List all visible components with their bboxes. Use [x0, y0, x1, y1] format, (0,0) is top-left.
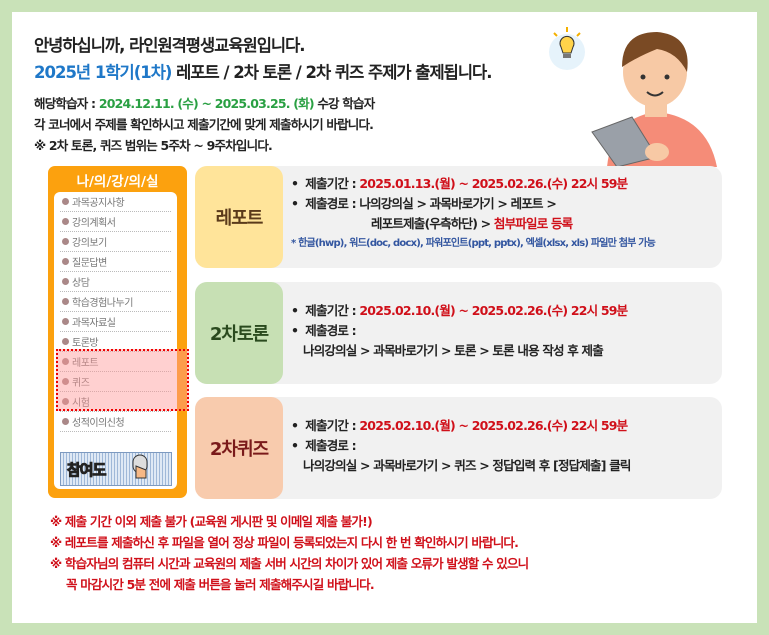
discussion-badge: 2차토론 — [195, 282, 283, 384]
period-label: 제출기간 : — [305, 418, 360, 433]
footer-note: ※ 학습자님의 컴퓨터 시간과 교육원의 제출 서버 시간의 차이가 있어 제출… — [50, 556, 529, 571]
menu-label: 질문답변 — [72, 258, 107, 269]
menu-item-lectures[interactable]: 강의보기 — [60, 232, 171, 252]
footer-note: ※ 제출 기간 이외 제출 불가 (교육원 게시판 및 이메일 제출 불가!) — [50, 514, 373, 529]
menu-item-exam[interactable]: 시험 — [60, 392, 171, 412]
notice-title: 2025년 1학기(1차) 레포트 / 2차 토론 / 2차 퀴즈 주제가 출제… — [34, 59, 492, 83]
menu-item-share[interactable]: 학습경험나누기 — [60, 292, 171, 312]
semester: 2025년 1학기(1차) — [34, 63, 172, 82]
bullet-icon — [62, 338, 69, 345]
menu-item-discussion[interactable]: 토론방 — [60, 332, 171, 352]
highlight-box — [56, 349, 189, 411]
menu-item-syllabus[interactable]: 강의계획서 — [60, 212, 171, 232]
bullet-icon — [62, 398, 69, 405]
notice-details: 해당학습자 : 2024.12.11. (수) ~ 2025.03.25. (화… — [34, 93, 375, 156]
path-label: 제출경로 : — [305, 323, 356, 338]
quiz-details: • 제출기간 : 2025.02.10.(월) ~ 2025.02.26.(수)… — [291, 416, 631, 476]
file-format-note: * 한글(hwp), 워드(doc, docx), 파워포인트(ppt, ppt… — [291, 238, 656, 249]
period-label: 제출기간 : — [305, 176, 360, 191]
menu-label: 토론방 — [72, 338, 99, 349]
title-rest: 레포트 / 2차 토론 / 2차 퀴즈 주제가 출제됩니다. — [171, 63, 492, 82]
participation-button[interactable]: 참여도 — [60, 452, 172, 486]
report-card: 레포트 • 제출기간 : 2025.01.13.(월) ~ 2025.02.26… — [195, 166, 722, 268]
bullet-icon — [62, 278, 69, 285]
my-classroom-menu: 나/의/강/의/실 과목공지사항 강의계획서 강의보기 질문답변 상담 학습경험… — [48, 166, 189, 498]
bullet-icon — [62, 298, 69, 305]
quiz-badge: 2차퀴즈 — [195, 397, 283, 499]
bullet-icon — [62, 378, 69, 385]
bullet-icon — [62, 238, 69, 245]
menu-list: 과목공지사항 강의계획서 강의보기 질문답변 상담 학습경험나누기 과목자료실 … — [54, 192, 189, 489]
bullet-icon — [62, 358, 69, 365]
discussion-details: • 제출기간 : 2025.02.10.(월) ~ 2025.02.26.(수)… — [291, 301, 628, 361]
bullet-icon — [62, 318, 69, 325]
menu-item-qna[interactable]: 질문답변 — [60, 252, 171, 272]
menu-item-materials[interactable]: 과목자료실 — [60, 312, 171, 332]
footer-notes: ※ 제출 기간 이외 제출 불가 (교육원 게시판 및 이메일 제출 불가!) … — [50, 511, 529, 595]
menu-item-grade-appeal[interactable]: 성적이의신청 — [60, 412, 171, 432]
quiz-card: 2차퀴즈 • 제출기간 : 2025.02.10.(월) ~ 2025.02.2… — [195, 397, 722, 499]
submission-period: 2025.02.10.(월) ~ 2025.02.26.(수) 22시 59분 — [359, 418, 628, 433]
submission-path: 나의강의실 > 과목바로가기 > 레포트 > — [359, 196, 556, 211]
menu-label: 시험 — [72, 398, 90, 409]
submission-path: 나의강의실 > 과목바로가기 > 토론 > 토론 내용 작성 후 제출 — [303, 343, 604, 358]
instruction: 각 코너에서 주제를 확인하시고 제출기간에 맞게 제출하시기 바랍니다. — [34, 117, 374, 132]
submission-period: 2025.01.13.(월) ~ 2025.02.26.(수) 22시 59분 — [359, 176, 628, 191]
menu-label: 과목자료실 — [72, 318, 116, 329]
greeting: 안녕하십니까, 라인원격평생교육원입니다. — [34, 36, 306, 55]
target-label: 해당학습자 : — [34, 96, 99, 111]
target-period: 2024.12.11. (수) ~ 2025.03.25. (화) — [98, 96, 315, 111]
menu-label: 퀴즈 — [72, 378, 90, 389]
menu-label: 상담 — [72, 278, 90, 289]
bullet-icon — [62, 418, 69, 425]
menu-item-counsel[interactable]: 상담 — [60, 272, 171, 292]
path-label: 제출경로 : — [305, 196, 360, 211]
target-line: 해당학습자 : 2024.12.11. (수) ~ 2025.03.25. (화… — [34, 93, 375, 114]
submission-period: 2025.02.10.(월) ~ 2025.02.26.(수) 22시 59분 — [359, 303, 628, 318]
notice-page: 안녕하십니까, 라인원격평생교육원입니다. 2025년 1학기(1차) 레포트 … — [12, 12, 757, 623]
scope-note: ※ 2차 토론, 퀴즈 범위는 5주차 ~ 9주차입니다. — [34, 138, 273, 153]
target-suffix: 수강 학습자 — [313, 96, 375, 111]
bullet-icon — [62, 218, 69, 225]
attach-file-note: 첨부파일로 등록 — [493, 216, 573, 231]
submission-path: 나의강의실 > 과목바로가기 > 퀴즈 > 정답입력 후 [정답제출] 클릭 — [303, 458, 631, 473]
student-tablet-illustration — [549, 27, 717, 167]
report-details: • 제출기간 : 2025.01.13.(월) ~ 2025.02.26.(수)… — [291, 174, 656, 254]
footer-note: ※ 레포트를 제출하신 후 파일을 열어 정상 파일이 등록되었는지 다시 한 … — [50, 535, 519, 550]
menu-item-quiz[interactable]: 퀴즈 — [60, 372, 171, 392]
discussion-card: 2차토론 • 제출기간 : 2025.02.10.(월) ~ 2025.02.2… — [195, 282, 722, 384]
menu-label: 강의보기 — [72, 238, 107, 249]
menu-label: 학습경험나누기 — [72, 298, 133, 309]
period-label: 제출기간 : — [305, 303, 360, 318]
mouse-click-icon — [132, 454, 148, 479]
menu-label: 레포트 — [72, 358, 99, 369]
submission-path-cont: 레포트제출(우측하단) > — [371, 216, 494, 231]
participation-label: 참여도 — [66, 460, 106, 479]
path-label: 제출경로 : — [305, 438, 356, 453]
bullet-icon — [62, 198, 69, 205]
menu-label: 강의계획서 — [72, 218, 116, 229]
footer-note: 꼭 마감시간 5분 전에 제출 버튼을 눌러 제출해주시길 바랍니다. — [66, 577, 375, 592]
menu-label: 과목공지사항 — [72, 198, 125, 209]
menu-item-report[interactable]: 레포트 — [60, 352, 171, 372]
menu-label: 성적이의신청 — [72, 418, 125, 429]
menu-title: 나/의/강/의/실 — [76, 174, 159, 190]
bullet-icon — [62, 258, 69, 265]
menu-item-notice[interactable]: 과목공지사항 — [60, 192, 171, 212]
report-badge: 레포트 — [195, 166, 283, 268]
